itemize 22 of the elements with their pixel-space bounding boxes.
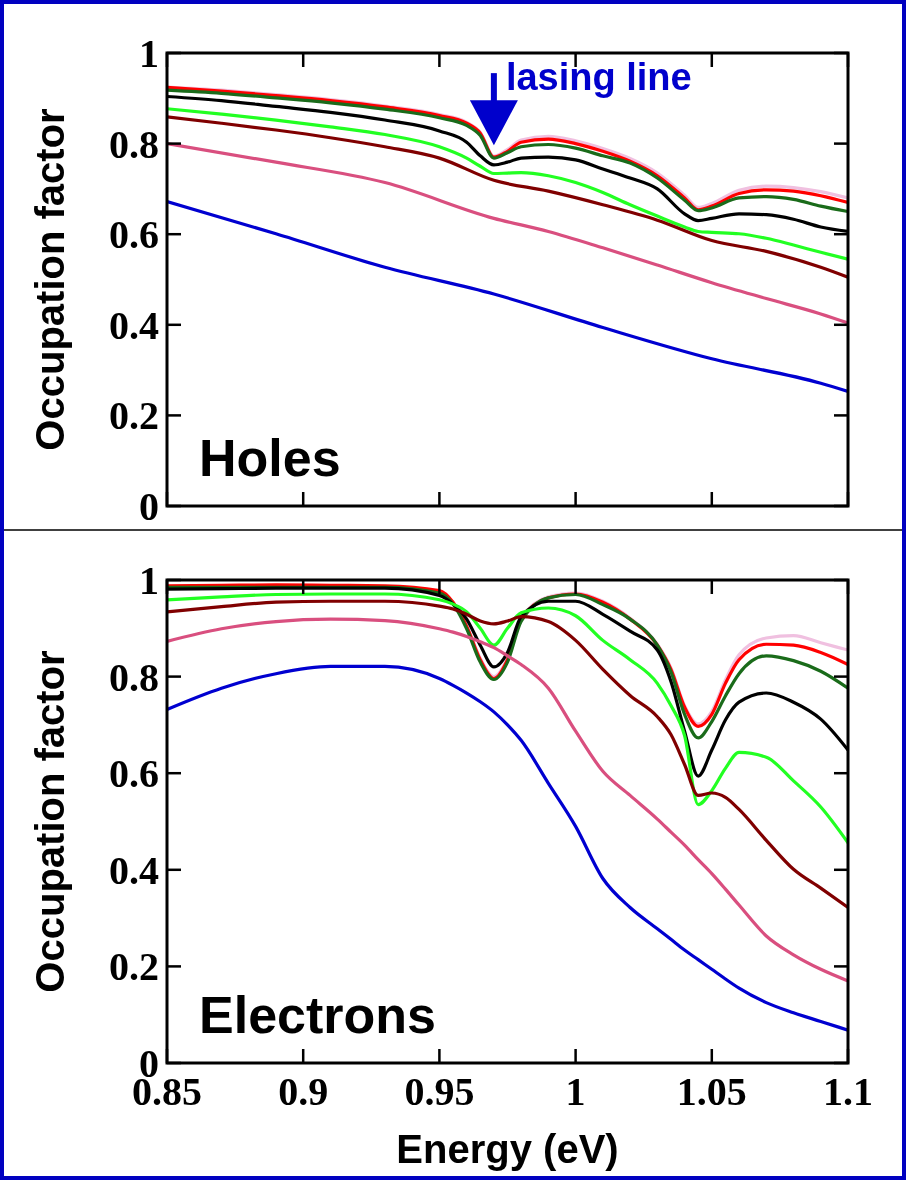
x-tick-label: 1 bbox=[565, 1069, 586, 1114]
y-axis-title: Occupation factor bbox=[28, 650, 72, 993]
y-tick-label: 0.2 bbox=[109, 393, 159, 439]
y-tick-label: 1 bbox=[139, 558, 159, 603]
y-tick-label: 0 bbox=[139, 484, 159, 529]
y-tick-label: 1 bbox=[139, 31, 159, 76]
y-tick-label: 0.4 bbox=[109, 847, 159, 893]
x-tick-label: 0.9 bbox=[278, 1069, 329, 1114]
y-tick-label: 0.4 bbox=[109, 302, 159, 348]
annotation: Electrons bbox=[199, 986, 436, 1044]
y-axis-title: Occupation factor bbox=[28, 108, 72, 451]
annotation: lasing line bbox=[505, 56, 692, 99]
x-tick-label: 0.95 bbox=[404, 1069, 475, 1114]
x-tick-label: 1.05 bbox=[676, 1069, 747, 1114]
y-tick-label: 0.6 bbox=[109, 751, 159, 797]
y-tick-label: 0.8 bbox=[109, 121, 159, 167]
y-tick-label: 0.8 bbox=[109, 654, 159, 700]
x-axis-title: Energy (eV) bbox=[396, 1127, 619, 1171]
y-tick-label: 0.2 bbox=[109, 944, 159, 990]
x-tick-label: 1.1 bbox=[823, 1069, 873, 1114]
annotation: Holes bbox=[199, 429, 341, 487]
y-tick-label: 0.6 bbox=[109, 212, 159, 258]
